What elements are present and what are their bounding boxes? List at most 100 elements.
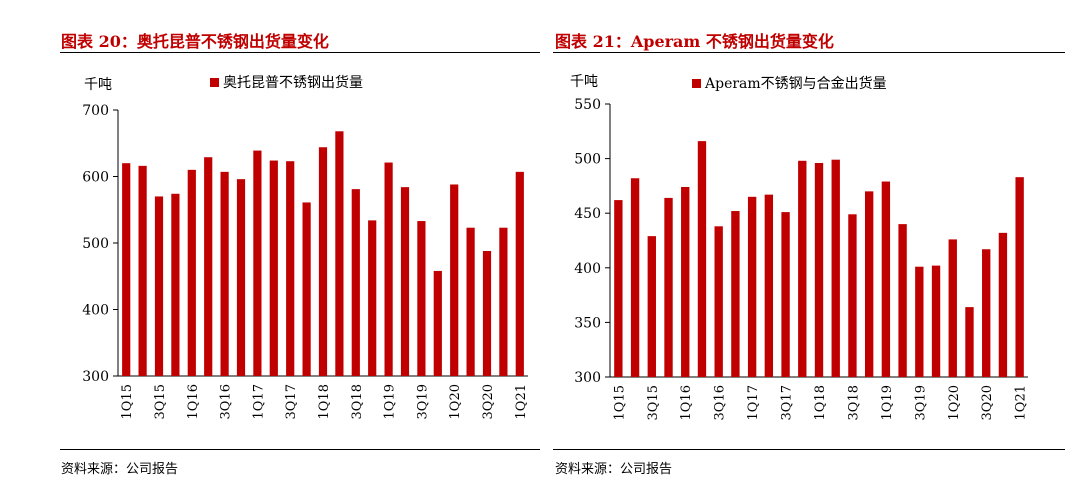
bar (253, 150, 262, 376)
bar-chart-svg: 千吨 300 400 500 600 700 1Q15 3Q15 1Q16 3Q16 1Q17 3Q1… (82, 74, 529, 419)
legend-label: 奥托昆普不锈钢出货量 (223, 74, 363, 91)
bar (187, 169, 196, 376)
bar (351, 189, 360, 376)
source-note: 资料来源：公司报告 (555, 462, 673, 477)
bar (831, 159, 840, 377)
legend-swatch (210, 78, 219, 87)
x-tick-label: 3Q18 (350, 384, 365, 419)
bar (154, 196, 164, 376)
footer-divider (60, 449, 540, 450)
title-divider (60, 52, 540, 53)
legend-label: Aperam不锈钢与合金出货量 (704, 75, 887, 92)
x-tick-label: 3Q17 (780, 385, 795, 420)
y-tick-label: 450 (574, 206, 601, 222)
y-tick-label: 700 (82, 103, 109, 119)
y-axis-label: 千吨 (84, 77, 112, 93)
chart-panel-21: 图表 21：Aperam 不锈钢出货量变化 千吨 300 350 400 450 500 5… (540, 0, 1080, 491)
bar (450, 184, 459, 376)
bar (171, 193, 180, 376)
bar (647, 236, 656, 377)
bar (400, 187, 410, 376)
x-tick-label: 3Q16 (219, 384, 234, 419)
bar (982, 249, 991, 377)
x-tick-label: 3Q16 (713, 385, 728, 420)
bar (948, 239, 957, 377)
x-tick-label: 1Q16 (679, 385, 694, 420)
x-tick-label: 3Q15 (646, 385, 661, 420)
x-tick-label: 3Q19 (913, 385, 928, 420)
bar (664, 197, 673, 377)
bar (798, 160, 807, 377)
title-divider (553, 52, 1065, 53)
bar (515, 171, 524, 376)
bar (764, 194, 774, 377)
bar (630, 178, 640, 377)
bar (384, 162, 393, 376)
chart-title: 图表 21：Aperam 不锈钢出货量变化 (555, 32, 834, 51)
bar (368, 220, 377, 376)
y-tick-label: 350 (574, 315, 601, 331)
bar (881, 181, 891, 377)
bar (848, 214, 857, 377)
y-tick-label: 500 (574, 152, 601, 168)
bar (998, 232, 1008, 377)
bar (269, 160, 278, 376)
x-tick-label: 1Q21 (1014, 385, 1029, 420)
x-tick-label: 1Q19 (880, 385, 895, 420)
bar (482, 250, 492, 376)
x-tick-label: 3Q20 (481, 384, 496, 419)
bar (122, 163, 131, 376)
bar (898, 224, 907, 377)
x-tick-label: 3Q17 (284, 384, 299, 419)
bar (814, 162, 824, 377)
bar (417, 221, 426, 376)
y-tick-label: 400 (82, 303, 109, 319)
bar (302, 202, 311, 376)
x-tick-label: 1Q20 (448, 384, 463, 419)
x-tick-label: 1Q19 (383, 384, 398, 419)
x-tick-label: 1Q21 (514, 384, 529, 419)
bar (781, 212, 790, 377)
y-tick-label: 300 (82, 369, 109, 385)
x-tick-label: 1Q20 (947, 385, 962, 420)
bar (681, 186, 690, 377)
bar (731, 211, 740, 377)
bar (714, 226, 723, 377)
x-tick-label: 1Q18 (317, 384, 332, 419)
x-tick-label: 1Q17 (746, 385, 761, 420)
x-tick-label: 1Q16 (186, 384, 201, 419)
y-tick-label: 500 (82, 236, 109, 252)
bar (318, 147, 328, 376)
y-axis-label: 千吨 (570, 74, 598, 90)
bar (1015, 177, 1024, 377)
bar (965, 307, 974, 377)
bar (747, 196, 757, 377)
chart-panel-20: 图表 20：奥托昆普不锈钢出货量变化 千吨 300 400 500 600 700 1Q15… (60, 32, 540, 477)
y-tick-label: 300 (574, 370, 601, 386)
y-tick-label: 600 (82, 170, 109, 186)
source-note: 资料来源：公司报告 (61, 462, 179, 477)
bar (220, 171, 229, 376)
bar (499, 227, 508, 376)
bar (204, 157, 213, 376)
footer-divider (553, 449, 1065, 450)
bar (466, 227, 475, 376)
bar (697, 141, 707, 377)
bar (236, 179, 246, 376)
bar-chart-svg: 千吨 300 350 400 450 500 550 1Q15 3Q15 1Q16 3Q16 1Q17… (570, 74, 1029, 420)
x-tick-label: 3Q20 (980, 385, 995, 420)
x-tick-label: 1Q15 (120, 384, 135, 419)
x-tick-label: 1Q17 (251, 384, 266, 419)
bar (138, 165, 147, 376)
bar (614, 200, 623, 377)
x-tick-label: 3Q15 (153, 384, 168, 419)
y-tick-label: 400 (574, 261, 601, 277)
y-tick-label: 550 (574, 97, 601, 113)
bar (931, 265, 941, 377)
x-tick-label: 3Q19 (415, 384, 430, 419)
x-tick-label: 1Q18 (813, 385, 828, 420)
bar (433, 270, 442, 376)
bar (335, 131, 344, 376)
x-tick-label: 1Q15 (612, 385, 627, 420)
bar (915, 266, 924, 377)
